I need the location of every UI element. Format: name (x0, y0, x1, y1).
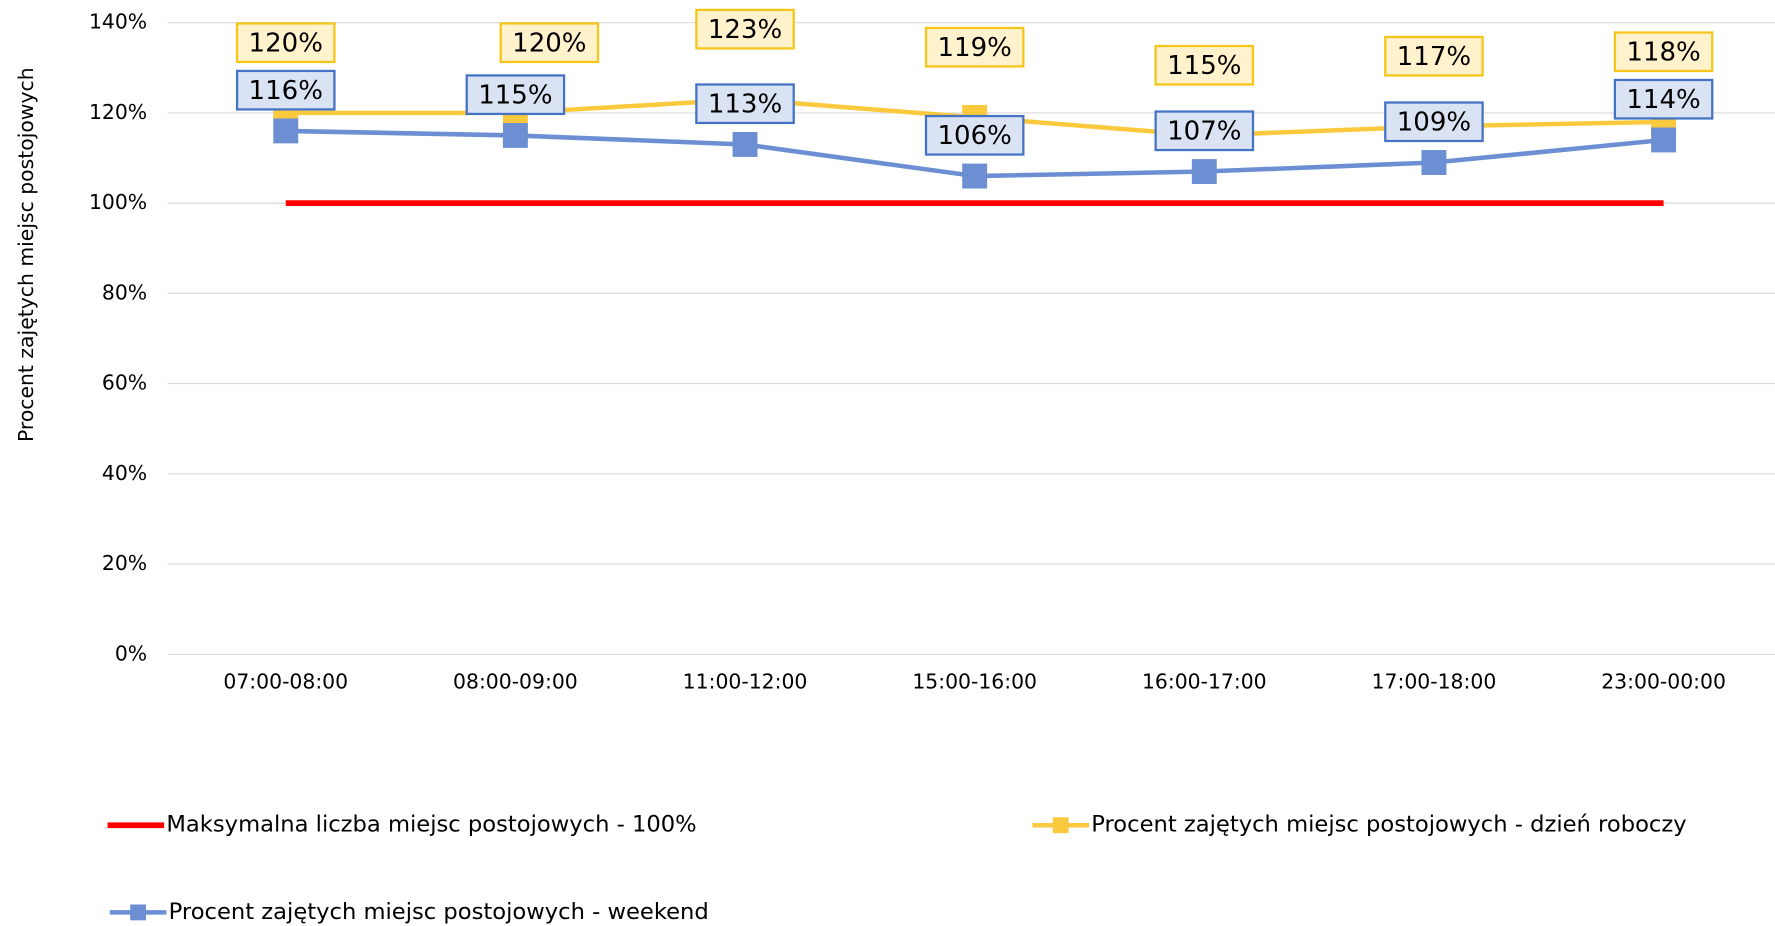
x-tick-label: 15:00-16:00 (912, 670, 1037, 694)
marker (1651, 127, 1677, 153)
legend-label: Procent zajętych miejsc postojowych - we… (169, 899, 709, 925)
marker (962, 163, 988, 189)
data-label-box (695, 83, 795, 125)
data-label-box (695, 8, 795, 50)
y-axis-label: Procent zajętych miejsc postojowych (14, 67, 38, 442)
y-tick-label: 20% (102, 551, 147, 575)
legend-label: Procent zajętych miejsc postojowych - dz… (1091, 812, 1686, 838)
x-tick-label: 16:00-17:00 (1142, 670, 1267, 694)
y-tick-label: 140% (89, 10, 147, 34)
data-label: 113% (708, 89, 782, 119)
data-label-box (924, 114, 1025, 156)
data-label: 106% (937, 121, 1011, 151)
data-label: 107% (1167, 116, 1241, 146)
data-label-box (1154, 44, 1255, 86)
y-tick-label: 60% (102, 371, 147, 395)
x-tick-label: 07:00-08:00 (223, 670, 348, 694)
data-label: 119% (937, 33, 1011, 63)
data-label: 115% (478, 80, 552, 110)
legend-marker (1052, 817, 1069, 834)
y-tick-label: 100% (89, 190, 147, 214)
legend-marker (130, 904, 147, 921)
y-tick-label: 0% (115, 641, 147, 665)
data-label-box (924, 26, 1025, 68)
data-label-box (1613, 78, 1714, 120)
data-label-box (1384, 101, 1484, 143)
data-label: 109% (1397, 107, 1471, 137)
x-tick-label: 17:00-18:00 (1372, 670, 1497, 694)
data-label-box (1384, 35, 1484, 77)
marker (1191, 159, 1217, 184)
y-tick-label: 80% (102, 280, 147, 304)
data-label-box (235, 69, 336, 111)
data-label: 118% (1626, 37, 1700, 67)
y-tick-label: 120% (89, 100, 147, 124)
data-label: 116% (249, 76, 323, 106)
data-label-box (235, 22, 336, 64)
legend-label: Maksymalna liczba miejsc postojowych - 1… (166, 812, 696, 838)
data-label-box (465, 74, 566, 116)
data-label: 115% (1167, 51, 1241, 81)
x-tick-label: 08:00-09:00 (453, 670, 578, 694)
y-tick-label: 40% (102, 461, 147, 485)
data-label: 123% (708, 15, 782, 45)
data-label: 120% (512, 28, 586, 58)
data-label: 114% (1626, 85, 1700, 115)
data-label: 120% (249, 28, 323, 58)
data-label-box (499, 22, 600, 64)
x-tick-label: 11:00-12:00 (683, 670, 808, 694)
marker (502, 122, 528, 148)
x-tick-label: 23:00-00:00 (1601, 670, 1726, 694)
data-label-box (1154, 110, 1255, 152)
data-label: 117% (1397, 42, 1471, 72)
data-label-box (1613, 31, 1714, 73)
marker (273, 118, 299, 144)
marker (1421, 150, 1447, 175)
marker (732, 132, 758, 157)
